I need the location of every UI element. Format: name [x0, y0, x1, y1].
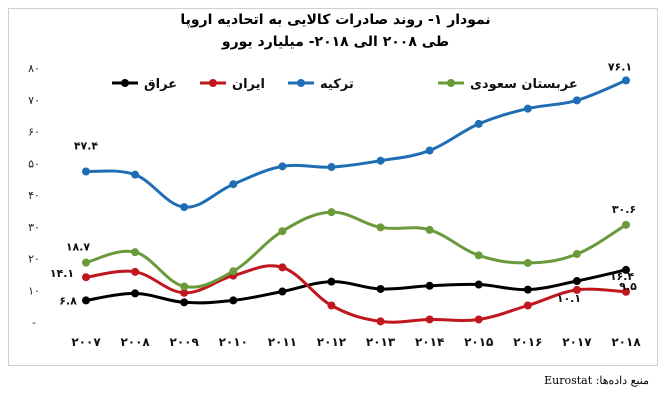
y-tick-label: ۱۰: [28, 284, 40, 297]
series-1-point-8: [474, 315, 483, 324]
series-0-point-7: [425, 281, 434, 290]
series-2-point-4: [278, 162, 287, 171]
legend-swatch-marker-2: [209, 79, 217, 87]
series-line-3: [85, 210, 627, 289]
series-1-point-7: [425, 315, 434, 324]
series-2-point-10: [572, 96, 581, 105]
series-2-point-11: [622, 76, 630, 85]
series-0-point-11: [622, 265, 630, 274]
legend-swatch-marker-3: [121, 79, 129, 87]
legend-label-3: عراق: [144, 77, 177, 92]
x-tick-label: ۲۰۱۱: [268, 335, 297, 349]
series-2-point-7: [425, 146, 434, 155]
series-0-point-9: [523, 285, 532, 294]
series-2-point-3: [229, 180, 238, 189]
series-1-point-0: [82, 273, 90, 282]
series-2-point-0: [82, 167, 90, 176]
series-3-point-7: [425, 225, 434, 234]
series-1-point-2: [180, 288, 189, 297]
series-3-point-4: [278, 227, 287, 236]
y-tick-label: ۳۰: [28, 221, 40, 234]
series-1-point-10: [572, 285, 581, 294]
series-2-point-8: [474, 119, 483, 128]
series-0-point-6: [376, 284, 385, 293]
data-label: ۱۶.۴: [610, 270, 635, 283]
series-0-point-1: [131, 289, 140, 298]
legend-label-1: ترکیه: [320, 77, 354, 92]
source-note: منبع داده‌ها: Eurostat: [544, 374, 649, 387]
y-tick-label: ۴۰: [28, 189, 40, 202]
series-3-point-10: [572, 250, 581, 259]
series-line-1: [85, 264, 627, 324]
series-line-0: [85, 268, 627, 305]
series-2-point-6: [376, 156, 385, 165]
y-tick-label: ۲۰: [28, 253, 40, 266]
x-tick-label: ۲۰۱۲: [317, 335, 347, 349]
series-3-point-2: [180, 282, 189, 291]
series-1-point-4: [278, 263, 287, 272]
series-3-point-8: [474, 251, 483, 260]
series-0-point-8: [474, 280, 483, 289]
data-label: ۹.۵: [619, 280, 637, 293]
data-label: ۶.۸: [59, 294, 77, 307]
series-2-point-2: [180, 203, 189, 212]
x-tick-label: ۲۰۰۸: [120, 335, 150, 349]
x-tick-label: ۲۰۰۷: [71, 335, 101, 349]
y-tick-label: ۶۰: [28, 126, 40, 139]
legend-swatch-marker-1: [297, 79, 305, 87]
x-tick-label: ۲۰۱۰: [219, 335, 248, 349]
legend-label-2: ایران: [232, 77, 265, 92]
chart-title-line-1: نمودار ۱- روند صادرات کالایی به اتحادیه …: [180, 12, 491, 28]
series-3-point-0: [82, 258, 90, 267]
y-tick-label: ۵۰: [28, 157, 40, 170]
series-3-point-5: [327, 208, 336, 217]
data-label: ۷۶.۱: [608, 60, 632, 73]
legend-swatch-marker-0: [447, 79, 455, 87]
series-3-point-6: [376, 223, 385, 232]
series-2-point-9: [523, 104, 532, 113]
x-tick-label: ۲۰۱۶: [513, 335, 542, 349]
series-2-point-1: [131, 170, 140, 179]
series-0-point-10: [572, 277, 581, 286]
series-3-point-3: [229, 267, 238, 276]
series-1-point-5: [327, 301, 336, 310]
data-label: ۴۷.۴: [74, 140, 99, 153]
series-0-point-4: [278, 287, 287, 296]
x-tick-label: ۲۰۱۳: [366, 335, 396, 349]
y-tick-label: ۸۰: [28, 62, 40, 75]
series-line-2: [85, 79, 627, 209]
x-tick-label: ۲۰۱۷: [562, 335, 592, 349]
x-tick-label: ۲۰۱۸: [611, 335, 641, 349]
x-tick-label: ۲۰۱۴: [415, 335, 444, 349]
series-3-point-9: [523, 258, 532, 267]
y-tick-label: ۷۰: [28, 94, 40, 107]
x-tick-label: ۲۰۱۵: [464, 335, 493, 349]
data-label: ۱۸.۷: [66, 241, 91, 254]
data-label: ۱۴.۱: [50, 267, 74, 280]
series-1-point-1: [131, 267, 140, 276]
series-1-point-9: [523, 301, 532, 310]
data-label: ۱۰.۱: [557, 292, 581, 305]
series-3-point-1: [131, 248, 140, 257]
series-3-point-11: [622, 220, 630, 229]
series-0-point-5: [327, 277, 336, 286]
chart-title-line-2: طی ۲۰۰۸ الی ۲۰۱۸- میلیارد یورو: [221, 34, 450, 50]
series-1-point-6: [376, 317, 385, 326]
legend-label-0: عربستان سعودی: [470, 77, 578, 92]
series-0-point-3: [229, 296, 238, 305]
y-tick-label: -: [32, 316, 36, 329]
series-2-point-5: [327, 163, 336, 172]
x-tick-label: ۲۰۰۹: [170, 335, 200, 349]
series-0-point-0: [82, 296, 90, 305]
data-label: ۳۰.۶: [612, 203, 636, 216]
series-1-point-11: [622, 287, 630, 296]
series-0-point-2: [180, 298, 189, 307]
